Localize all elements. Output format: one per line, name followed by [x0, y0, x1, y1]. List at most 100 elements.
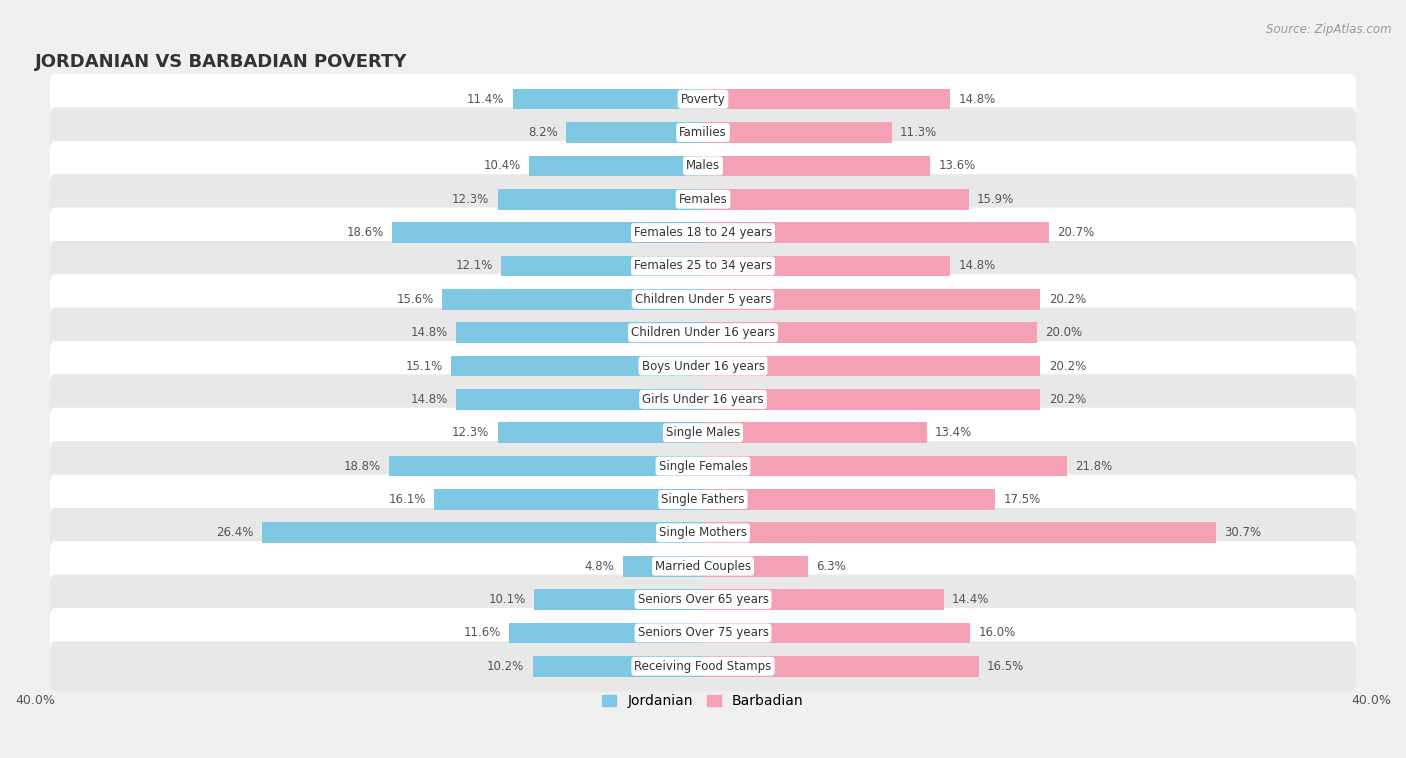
Bar: [703, 556, 808, 577]
Text: Single Fathers: Single Fathers: [661, 493, 745, 506]
Bar: [703, 622, 970, 644]
Text: 14.8%: 14.8%: [959, 259, 995, 272]
Bar: [533, 656, 703, 677]
FancyBboxPatch shape: [51, 408, 1355, 458]
FancyBboxPatch shape: [51, 508, 1355, 558]
Text: 14.8%: 14.8%: [959, 92, 995, 105]
Bar: [703, 289, 1040, 309]
Bar: [703, 255, 950, 276]
Bar: [443, 289, 703, 309]
Text: JORDANIAN VS BARBADIAN POVERTY: JORDANIAN VS BARBADIAN POVERTY: [35, 53, 408, 71]
Text: Children Under 16 years: Children Under 16 years: [631, 326, 775, 339]
Text: 20.2%: 20.2%: [1049, 293, 1085, 305]
FancyBboxPatch shape: [51, 541, 1355, 591]
Text: 13.4%: 13.4%: [935, 426, 973, 439]
Text: Females 18 to 24 years: Females 18 to 24 years: [634, 226, 772, 239]
FancyBboxPatch shape: [51, 241, 1355, 291]
Text: 15.6%: 15.6%: [396, 293, 434, 305]
FancyBboxPatch shape: [51, 108, 1355, 158]
Text: Married Couples: Married Couples: [655, 559, 751, 573]
Text: Receiving Food Stamps: Receiving Food Stamps: [634, 659, 772, 673]
Text: 14.8%: 14.8%: [411, 393, 447, 406]
Bar: [703, 322, 1038, 343]
FancyBboxPatch shape: [51, 374, 1355, 424]
Bar: [392, 222, 703, 243]
Text: Males: Males: [686, 159, 720, 172]
Bar: [513, 89, 703, 109]
Text: 11.4%: 11.4%: [467, 92, 505, 105]
Text: 20.7%: 20.7%: [1057, 226, 1094, 239]
Bar: [703, 389, 1040, 410]
Text: 11.6%: 11.6%: [464, 626, 501, 640]
Text: 14.8%: 14.8%: [411, 326, 447, 339]
FancyBboxPatch shape: [51, 74, 1355, 124]
Text: Single Mothers: Single Mothers: [659, 526, 747, 539]
Text: 8.2%: 8.2%: [527, 126, 558, 139]
Text: 10.4%: 10.4%: [484, 159, 522, 172]
Text: Single Males: Single Males: [666, 426, 740, 439]
Bar: [623, 556, 703, 577]
Text: Females 25 to 34 years: Females 25 to 34 years: [634, 259, 772, 272]
Bar: [451, 356, 703, 377]
Bar: [456, 322, 703, 343]
Text: Poverty: Poverty: [681, 92, 725, 105]
Bar: [703, 456, 1067, 477]
Text: 10.2%: 10.2%: [486, 659, 524, 673]
Text: 18.6%: 18.6%: [347, 226, 384, 239]
FancyBboxPatch shape: [51, 575, 1355, 625]
FancyBboxPatch shape: [51, 308, 1355, 358]
Text: 21.8%: 21.8%: [1076, 459, 1112, 472]
Text: 10.1%: 10.1%: [489, 593, 526, 606]
Text: 16.0%: 16.0%: [979, 626, 1015, 640]
Text: Boys Under 16 years: Boys Under 16 years: [641, 359, 765, 372]
FancyBboxPatch shape: [51, 274, 1355, 324]
Text: Source: ZipAtlas.com: Source: ZipAtlas.com: [1267, 23, 1392, 36]
Text: Single Females: Single Females: [658, 459, 748, 472]
FancyBboxPatch shape: [51, 641, 1355, 691]
Text: 30.7%: 30.7%: [1225, 526, 1261, 539]
Bar: [509, 622, 703, 644]
Bar: [498, 422, 703, 443]
Bar: [703, 356, 1040, 377]
Text: 11.3%: 11.3%: [900, 126, 938, 139]
Bar: [262, 522, 703, 543]
Bar: [703, 656, 979, 677]
Text: 26.4%: 26.4%: [217, 526, 253, 539]
Bar: [389, 456, 703, 477]
Legend: Jordanian, Barbadian: Jordanian, Barbadian: [598, 689, 808, 714]
Text: 20.2%: 20.2%: [1049, 359, 1085, 372]
Text: Seniors Over 65 years: Seniors Over 65 years: [637, 593, 769, 606]
Bar: [501, 255, 703, 276]
Text: 12.3%: 12.3%: [451, 426, 489, 439]
Text: 12.3%: 12.3%: [451, 193, 489, 205]
Bar: [703, 89, 950, 109]
Bar: [456, 389, 703, 410]
FancyBboxPatch shape: [51, 475, 1355, 525]
Bar: [703, 589, 943, 610]
Text: 16.5%: 16.5%: [987, 659, 1024, 673]
FancyBboxPatch shape: [51, 174, 1355, 224]
Text: 13.6%: 13.6%: [938, 159, 976, 172]
Text: 18.8%: 18.8%: [343, 459, 381, 472]
Bar: [498, 189, 703, 209]
FancyBboxPatch shape: [51, 141, 1355, 191]
Bar: [703, 155, 931, 176]
Bar: [529, 155, 703, 176]
Bar: [703, 122, 891, 143]
Text: Seniors Over 75 years: Seniors Over 75 years: [637, 626, 769, 640]
Text: Girls Under 16 years: Girls Under 16 years: [643, 393, 763, 406]
Text: 12.1%: 12.1%: [456, 259, 492, 272]
Bar: [703, 489, 995, 510]
FancyBboxPatch shape: [51, 208, 1355, 258]
Text: Children Under 5 years: Children Under 5 years: [634, 293, 772, 305]
Text: 15.9%: 15.9%: [977, 193, 1014, 205]
Text: 17.5%: 17.5%: [1004, 493, 1040, 506]
FancyBboxPatch shape: [51, 441, 1355, 491]
Bar: [703, 422, 927, 443]
Text: 16.1%: 16.1%: [388, 493, 426, 506]
Bar: [703, 522, 1216, 543]
Bar: [434, 489, 703, 510]
Text: 20.2%: 20.2%: [1049, 393, 1085, 406]
Bar: [703, 189, 969, 209]
Text: Females: Females: [679, 193, 727, 205]
